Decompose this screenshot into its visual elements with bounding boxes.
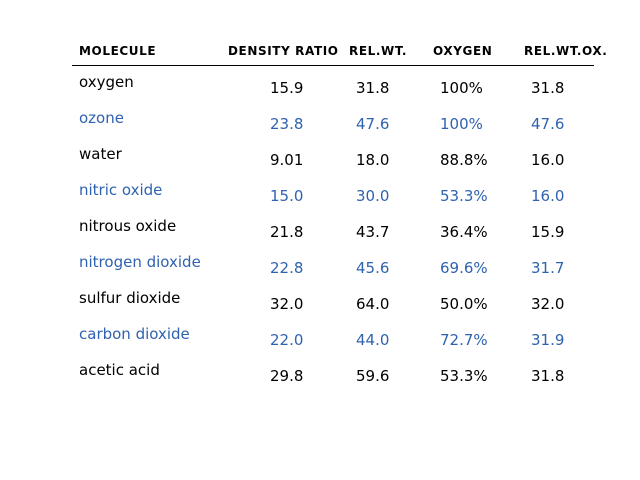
cell-rel-wt: 45.6: [356, 259, 390, 277]
header-rel-wt-ox: REL.WT.OX.: [524, 44, 608, 58]
cell-density-ratio: 22.0: [270, 331, 304, 349]
cell-oxygen: 50.0%: [440, 295, 488, 313]
cell-density-ratio: 15.0: [270, 187, 304, 205]
cell-oxygen: 36.4%: [440, 223, 488, 241]
cell-rel-wt-ox: 47.6: [531, 115, 565, 133]
cell-rel-wt-ox: 16.0: [531, 187, 565, 205]
cell-molecule: water: [79, 145, 122, 163]
cell-rel-wt: 44.0: [356, 331, 390, 349]
cell-oxygen: 88.8%: [440, 151, 488, 169]
cell-rel-wt: 47.6: [356, 115, 390, 133]
cell-rel-wt-ox: 31.9: [531, 331, 565, 349]
cell-molecule: sulfur dioxide: [79, 289, 181, 307]
cell-oxygen: 72.7%: [440, 331, 488, 349]
cell-density-ratio: 21.8: [270, 223, 304, 241]
cell-density-ratio: 32.0: [270, 295, 304, 313]
header-oxygen: OXYGEN: [433, 44, 493, 58]
cell-rel-wt: 31.8: [356, 79, 390, 97]
cell-density-ratio: 29.8: [270, 367, 304, 385]
cell-rel-wt: 59.6: [356, 367, 390, 385]
cell-oxygen: 100%: [440, 79, 483, 97]
cell-rel-wt-ox: 16.0: [531, 151, 565, 169]
cell-molecule: nitrogen dioxide: [79, 253, 201, 271]
cell-density-ratio: 15.9: [270, 79, 304, 97]
cell-molecule: oxygen: [79, 73, 134, 91]
cell-rel-wt-ox: 31.8: [531, 79, 565, 97]
cell-density-ratio: 22.8: [270, 259, 304, 277]
cell-density-ratio: 23.8: [270, 115, 304, 133]
cell-rel-wt: 64.0: [356, 295, 390, 313]
cell-oxygen: 69.6%: [440, 259, 488, 277]
cell-rel-wt-ox: 15.9: [531, 223, 565, 241]
cell-rel-wt-ox: 31.8: [531, 367, 565, 385]
cell-molecule: nitrous oxide: [79, 217, 177, 235]
cell-molecule: nitric oxide: [79, 181, 163, 199]
cell-molecule: carbon dioxide: [79, 325, 190, 343]
cell-rel-wt: 18.0: [356, 151, 390, 169]
cell-molecule: ozone: [79, 109, 124, 127]
cell-oxygen: 53.3%: [440, 367, 488, 385]
cell-oxygen: 53.3%: [440, 187, 488, 205]
header-divider: [72, 65, 594, 66]
cell-molecule: acetic acid: [79, 361, 160, 379]
header-rel-wt: REL.WT.: [349, 44, 408, 58]
cell-oxygen: 100%: [440, 115, 483, 133]
cell-rel-wt-ox: 32.0: [531, 295, 565, 313]
cell-rel-wt: 30.0: [356, 187, 390, 205]
cell-rel-wt: 43.7: [356, 223, 390, 241]
header-density-ratio: DENSITY RATIO: [228, 44, 339, 58]
cell-density-ratio: 9.01: [270, 151, 304, 169]
cell-rel-wt-ox: 31.7: [531, 259, 565, 277]
header-molecule: MOLECULE: [79, 44, 157, 58]
